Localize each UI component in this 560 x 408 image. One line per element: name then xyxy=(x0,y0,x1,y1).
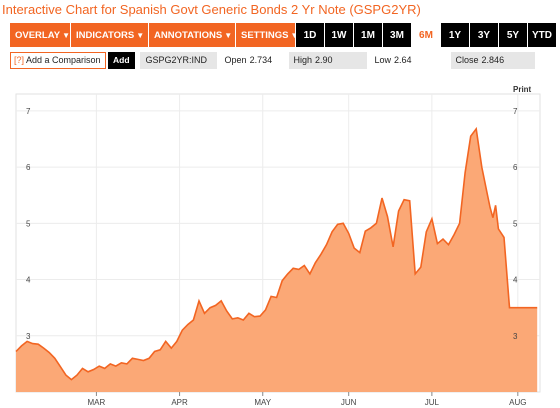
open-stat: Open 2.734 xyxy=(220,52,286,69)
range-6m-button[interactable]: 6M xyxy=(412,23,441,47)
chart-toolbar: OVERLAY ▼ INDICATORS ▼ ANNOTATIONS ▼ SETTIN… xyxy=(10,23,557,47)
overlay-menu-label: OVERLAY xyxy=(15,29,61,41)
range-ytd-button[interactable]: YTD xyxy=(528,23,557,47)
low-label: Low xyxy=(374,55,392,65)
caret-down-icon: ▼ xyxy=(62,30,70,40)
y-tick-label-left: 7 xyxy=(26,107,31,116)
x-axis: MAR APR MAY JUN JUL AUG xyxy=(88,392,526,407)
y-axis-right: 3 4 5 6 7 xyxy=(513,107,518,341)
help-icon[interactable]: [?] xyxy=(14,55,25,65)
page-title: Interactive Chart for Spanish Govt Gener… xyxy=(2,2,421,17)
series-area xyxy=(16,128,538,392)
range-3m-button[interactable]: 3M xyxy=(383,23,412,47)
chart-area[interactable]: 3 4 5 6 7 3 4 5 6 7 MAR APR MAY JUN JUL AUG Print xyxy=(0,72,560,408)
range-1y-button[interactable]: 1Y xyxy=(441,23,470,47)
indicators-menu-button[interactable]: INDICATORS ▼ xyxy=(71,23,149,47)
low-stat: Low 2.64 xyxy=(370,52,448,69)
indicators-menu-label: INDICATORS xyxy=(76,29,135,41)
range-1d-button[interactable]: 1D xyxy=(296,23,325,47)
x-tick-label: JUN xyxy=(341,398,357,407)
range-3y-button[interactable]: 3Y xyxy=(470,23,499,47)
open-label: Open xyxy=(224,55,247,65)
high-stat: High 2.90 xyxy=(288,51,367,69)
range-5y-button[interactable]: 5Y xyxy=(499,23,528,47)
x-tick-label: APR xyxy=(171,398,188,407)
x-tick-label: JUL xyxy=(425,398,440,407)
range-1m-button[interactable]: 1M xyxy=(354,23,383,47)
y-tick-label-right: 3 xyxy=(513,332,518,341)
close-label: Close xyxy=(455,55,479,65)
high-value: 2.90 xyxy=(315,55,333,65)
y-tick-label-left: 3 xyxy=(26,332,31,341)
y-tick-label-right: 4 xyxy=(513,276,518,285)
y-tick-label-left: 5 xyxy=(26,219,31,228)
add-comparison-label: Add a Comparison xyxy=(26,55,101,65)
price-chart[interactable]: 3 4 5 6 7 3 4 5 6 7 MAR APR MAY JUN JUL AUG Print xyxy=(0,72,560,408)
settings-menu-button[interactable]: SETTINGS ▼ xyxy=(236,23,299,47)
range-1w-button[interactable]: 1W xyxy=(325,23,354,47)
caret-down-icon: ▼ xyxy=(136,30,145,40)
close-stat: Close 2.846 xyxy=(450,51,535,69)
chart-plot xyxy=(15,126,538,392)
x-tick-label: AUG xyxy=(509,398,526,407)
ticker-symbol: GSPG2YR:IND xyxy=(139,51,217,69)
x-tick-label: MAR xyxy=(88,398,106,407)
low-value: 2.64 xyxy=(394,55,412,65)
annotations-menu-label: ANNOTATIONS xyxy=(154,29,223,41)
y-tick-label-right: 6 xyxy=(513,163,518,172)
quote-info-bar: [?] Add a Comparison Add GSPG2YR:IND Ope… xyxy=(10,51,550,69)
print-link[interactable]: Print xyxy=(513,85,532,94)
caret-down-icon: ▼ xyxy=(224,30,233,40)
add-comparison-button[interactable]: Add xyxy=(108,51,135,69)
high-label: High xyxy=(293,55,313,65)
overlay-menu-button[interactable]: OVERLAY ▼ xyxy=(10,23,71,47)
add-comparison-input[interactable]: [?] Add a Comparison xyxy=(10,51,106,69)
open-value: 2.734 xyxy=(249,55,273,65)
y-tick-label-left: 4 xyxy=(26,276,31,285)
y-tick-label-left: 6 xyxy=(26,163,31,172)
close-value: 2.846 xyxy=(481,55,505,65)
caret-down-icon: ▼ xyxy=(290,30,299,40)
annotations-menu-button[interactable]: ANNOTATIONS ▼ xyxy=(149,23,236,47)
y-tick-label-right: 5 xyxy=(513,219,518,228)
series-line xyxy=(15,126,538,381)
y-tick-label-right: 7 xyxy=(513,107,518,116)
y-axis-left: 3 4 5 6 7 xyxy=(26,107,31,341)
settings-menu-label: SETTINGS xyxy=(241,29,289,41)
x-tick-label: MAY xyxy=(254,398,271,407)
